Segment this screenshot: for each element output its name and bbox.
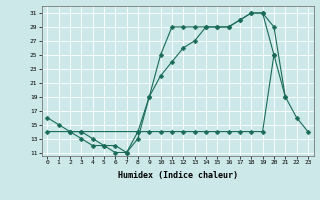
X-axis label: Humidex (Indice chaleur): Humidex (Indice chaleur) [118, 171, 237, 180]
